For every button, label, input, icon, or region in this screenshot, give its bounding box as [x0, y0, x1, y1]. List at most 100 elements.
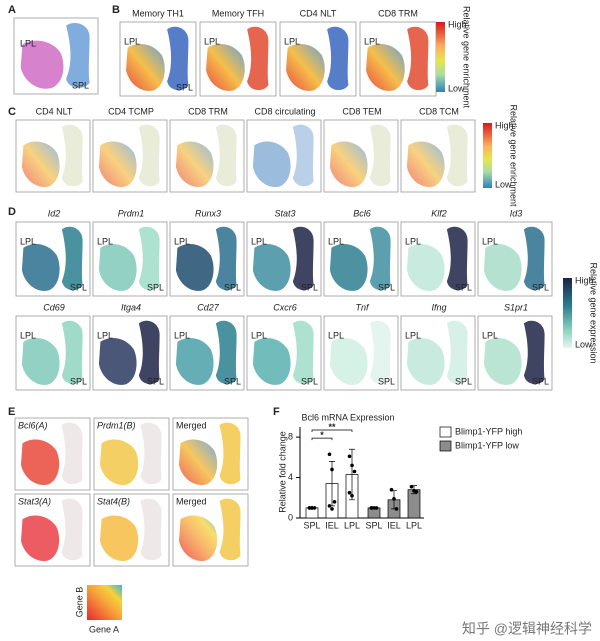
- label: SPL: [378, 376, 395, 386]
- cluster-shape: [100, 515, 139, 562]
- data-point: [307, 506, 312, 510]
- cluster-shape: [369, 226, 391, 291]
- data-point: [409, 484, 414, 489]
- data-point: [327, 452, 332, 457]
- cluster-shape: [206, 44, 245, 91]
- label: CD4 TCMP: [108, 106, 154, 116]
- cluster-shape: [446, 320, 468, 385]
- label: LPL: [405, 236, 421, 246]
- legend-swatch: [439, 426, 452, 438]
- data-point: [372, 506, 376, 510]
- cluster-shape: [175, 244, 214, 291]
- label: IEL: [387, 520, 401, 530]
- label: SPL: [70, 376, 87, 386]
- label: Low: [495, 179, 512, 189]
- label: Cxcr6: [273, 302, 297, 312]
- cluster-shape: [21, 141, 60, 188]
- cluster-shape: [167, 26, 189, 91]
- data-point: [347, 454, 352, 459]
- cluster-shape: [138, 124, 160, 187]
- cluster-shape: [366, 44, 405, 91]
- label: Blimp1-YFP low: [455, 440, 519, 450]
- cluster-shape: [247, 26, 269, 91]
- label: Stat3: [274, 208, 295, 218]
- label: Ifng: [431, 302, 446, 312]
- label: SPL: [72, 80, 89, 90]
- legend-swatch: [439, 440, 452, 452]
- label: SPL: [147, 282, 164, 292]
- label: LPL: [482, 236, 498, 246]
- data-point: [310, 506, 314, 510]
- cluster-shape: [21, 338, 60, 385]
- label: Gene B: [74, 587, 84, 618]
- label: CD8 TEM: [342, 106, 381, 116]
- cluster-shape: [21, 244, 60, 291]
- data-point: [389, 487, 394, 492]
- cluster-shape: [138, 320, 160, 385]
- error-bar: [349, 448, 355, 501]
- label: SPL: [378, 282, 395, 292]
- label: 8: [288, 431, 293, 441]
- label: SPL: [70, 282, 87, 292]
- cluster-shape: [523, 320, 545, 385]
- label: B: [112, 4, 120, 16]
- label: 0: [288, 512, 293, 522]
- cluster-shape: [61, 498, 83, 561]
- label: SPL: [224, 282, 241, 292]
- data-point: [350, 463, 354, 468]
- label: **: [328, 422, 336, 432]
- cluster-shape: [215, 124, 237, 187]
- label: S1pr1: [504, 302, 528, 312]
- cluster-shape: [215, 320, 237, 385]
- label: SPL: [303, 520, 320, 530]
- label: SPL: [365, 520, 382, 530]
- label: Id2: [48, 208, 61, 218]
- label: SPL: [455, 282, 472, 292]
- label: 4: [288, 472, 293, 482]
- cluster-shape: [327, 26, 349, 91]
- cluster-shape: [407, 26, 429, 91]
- label: F: [273, 406, 280, 418]
- data-point: [332, 500, 337, 504]
- cluster-shape: [20, 40, 64, 89]
- cluster-shape: [61, 320, 83, 385]
- key-square: [87, 585, 122, 620]
- cluster-shape: [215, 226, 237, 291]
- label: Runx3: [195, 208, 221, 218]
- label: LPL: [20, 38, 36, 48]
- label: LPL: [20, 236, 36, 246]
- label: Prdm1(B): [97, 420, 136, 430]
- label: LPL: [328, 330, 344, 340]
- cluster-shape: [175, 338, 214, 385]
- label: E: [8, 406, 15, 418]
- cluster-shape: [21, 439, 60, 486]
- label: C: [8, 106, 16, 118]
- cluster-shape: [329, 141, 368, 188]
- label: LPL: [251, 330, 267, 340]
- label: SPL: [532, 376, 549, 386]
- cluster-shape: [61, 422, 83, 485]
- cluster-shape: [61, 226, 83, 291]
- label: Relative gene enrichment: [509, 104, 519, 207]
- cluster-shape: [66, 22, 90, 88]
- cluster-shape: [369, 124, 391, 187]
- cluster-shape: [406, 244, 445, 291]
- label: Stat4(B): [97, 496, 130, 506]
- cluster-shape: [292, 320, 314, 385]
- label: Relative fold change: [277, 431, 287, 513]
- label: LPL: [405, 330, 421, 340]
- label: SPL: [301, 376, 318, 386]
- label: *: [320, 430, 324, 440]
- data-point: [414, 489, 419, 494]
- data-point: [330, 507, 334, 511]
- label: Low: [575, 339, 592, 349]
- label: Relative gene enrichment: [462, 6, 472, 109]
- label: 知乎 @逻辑神经科学: [462, 621, 592, 637]
- label: SPL: [532, 282, 549, 292]
- cluster-shape: [483, 244, 522, 291]
- label: Bcl6 mRNA Expression: [301, 412, 394, 422]
- label: LPL: [482, 330, 498, 340]
- label: CD4 NLT: [36, 106, 73, 116]
- cluster-shape: [369, 320, 391, 385]
